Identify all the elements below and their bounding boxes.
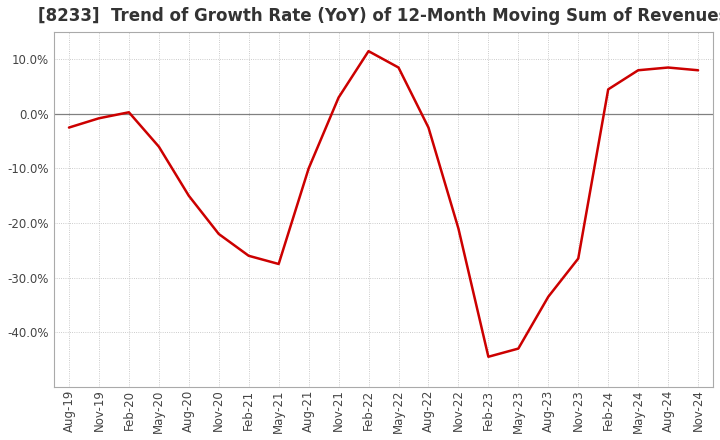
Title: [8233]  Trend of Growth Rate (YoY) of 12-Month Moving Sum of Revenues: [8233] Trend of Growth Rate (YoY) of 12-…: [38, 7, 720, 25]
